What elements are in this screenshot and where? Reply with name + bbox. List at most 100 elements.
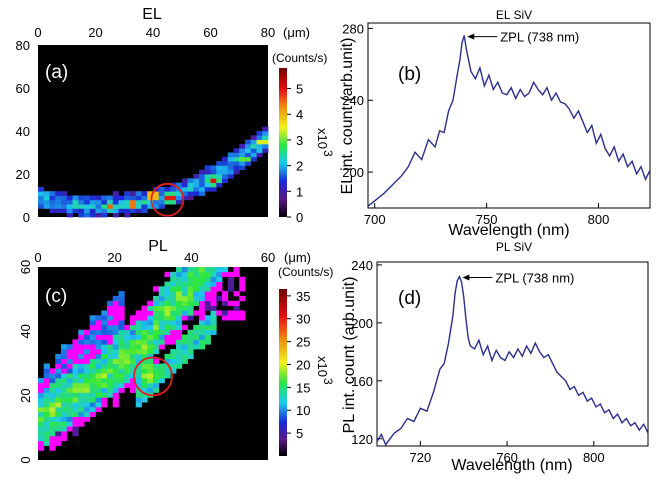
- panel-a-map-cell: [262, 126, 269, 132]
- panel-c-map-cell: [176, 300, 183, 306]
- panel-c-map-cell: [222, 310, 229, 316]
- panel-b-frame: [367, 22, 651, 209]
- panel-a-map-cell: [262, 139, 269, 145]
- panel-a-map-cell: [256, 148, 263, 153]
- panel-c-map-cell: [43, 377, 50, 384]
- panel-c-map-cell: [135, 382, 142, 389]
- panel-a-x-tick: 60: [203, 25, 217, 40]
- panel-c-map-cell: [49, 411, 56, 417]
- panel-a-map-cell: [222, 156, 229, 162]
- panel-a-colorbar-tick: 1: [296, 184, 303, 199]
- panel-c-map-cell: [170, 305, 177, 311]
- panel-a-map-cell: [239, 161, 246, 166]
- panel-c-map-cell: [124, 334, 131, 340]
- panel-c-colorbar-tick: 15: [296, 380, 310, 395]
- panel-c-map-cell: [147, 305, 154, 311]
- panel-c-map-cell: [187, 310, 194, 316]
- panel-c-map-cell: [55, 397, 62, 403]
- panel-c-colorbar-multiplier: x10 3: [315, 356, 335, 385]
- panel-a-map-cell: [233, 156, 240, 162]
- panel-a-y-tick: 0: [23, 210, 30, 225]
- panel-c-map-cell: [118, 358, 125, 364]
- panel-c-map-cell: [61, 387, 68, 393]
- panel-c-map-cell: [199, 324, 206, 331]
- panel-c-map-cell: [107, 329, 114, 335]
- panel-c-map-cell: [55, 373, 62, 379]
- panel-c-map-cell: [43, 382, 50, 389]
- panel-a-map-cell: [130, 204, 137, 209]
- panel-c-map-cell: [170, 358, 177, 364]
- panel-a-map-cell: [55, 199, 62, 205]
- panel-c-map-cell: [107, 368, 114, 374]
- panel-c-map-cell: [181, 353, 188, 360]
- panel-c-map-cell: [89, 349, 96, 355]
- panel-c-map-cell: [38, 435, 45, 442]
- panel-c-map-cell: [176, 295, 183, 302]
- panel-a-map-cell: [170, 191, 177, 196]
- panel-c-map-cell: [170, 286, 177, 292]
- panel-c-map-cell: [164, 324, 171, 331]
- panel-a-map-cell: [222, 178, 229, 183]
- panel-c-map-cell: [164, 295, 171, 302]
- panel-c-map-cell: [158, 344, 165, 350]
- panel-c-map-cell: [170, 334, 177, 340]
- panel-c-map-cell: [66, 353, 73, 360]
- panel-c-map-cell: [193, 334, 200, 340]
- panel-c-map-cell: [210, 329, 217, 335]
- panel-c-map-cell: [135, 358, 142, 364]
- panel-c-map-cell: [89, 358, 96, 364]
- panel-c-map-cell: [176, 286, 183, 292]
- panel-d-x-tick: 800: [583, 450, 605, 465]
- panel-a-map-cell: [153, 204, 160, 209]
- panel-c-map-cell: [170, 310, 177, 316]
- panel-c-map-cell: [72, 344, 79, 350]
- panel-a-map-cell: [256, 152, 263, 158]
- panel-c-map-cell: [164, 291, 171, 297]
- panel-c-map-cell: [84, 387, 91, 393]
- panel-a-map-cell: [210, 178, 217, 183]
- panel-c-map-cell: [95, 334, 102, 340]
- panel-b-y-tick: 200: [342, 165, 364, 180]
- panel-c-map-cell: [176, 305, 183, 311]
- panel-c-map-cell: [204, 300, 211, 306]
- panel-a-map-cell: [118, 204, 125, 209]
- panel-c-map-cell: [158, 310, 165, 316]
- panel-a-map-cell: [84, 199, 91, 205]
- panel-a-map-cell: [118, 208, 125, 214]
- panel-a-highlight-circle: [150, 182, 185, 217]
- panel-c-map-cell: [66, 363, 73, 369]
- panel-a-map-cell: [72, 195, 79, 201]
- panel-c-map-cell: [95, 368, 102, 374]
- panel-c-map-cell: [72, 358, 79, 364]
- panel-c-map-cell: [176, 329, 183, 335]
- panel-c: PL 0 20 40 60 (μm) 0 20 40 60 (c) (Counts/s) 5…: [18, 238, 335, 464]
- panel-c-map-cell: [38, 411, 45, 417]
- panel-c-map-cell: [181, 300, 188, 306]
- panel-c-map-cell: [158, 373, 165, 379]
- panel-c-map: [38, 267, 246, 451]
- panel-c-x-tick: 40: [184, 250, 198, 265]
- panel-c-map-cell: [227, 281, 234, 287]
- panel-c-map-cell: [239, 276, 246, 282]
- panel-a-map-cell: [199, 191, 206, 196]
- panel-c-map-cell: [124, 329, 131, 335]
- panel-c-map-cell: [199, 286, 206, 292]
- panel-c-map-cell: [135, 353, 142, 360]
- panel-c-map-cell: [101, 382, 108, 389]
- panel-c-map-cell: [170, 349, 177, 355]
- panel-a-map-cell: [227, 169, 234, 175]
- panel-c-map-cell: [158, 368, 165, 374]
- panel-c-map-cell: [118, 324, 125, 331]
- panel-c-map-cell: [95, 320, 102, 326]
- panel-a-map-cell: [216, 161, 223, 166]
- panel-c-map-cell: [43, 373, 50, 379]
- panel-c-map-cell: [187, 267, 194, 273]
- panel-c-colorbar-tick: 25: [296, 335, 310, 350]
- panel-a-map-cell: [227, 161, 234, 166]
- panel-c-map-cell: [107, 349, 114, 355]
- panel-c-map-cell: [176, 291, 183, 297]
- panel-c-map-cell: [193, 324, 200, 331]
- panel-c-map-cell: [147, 358, 154, 364]
- panel-a-map-cell: [256, 131, 263, 136]
- panel-a-map-cell: [239, 165, 246, 171]
